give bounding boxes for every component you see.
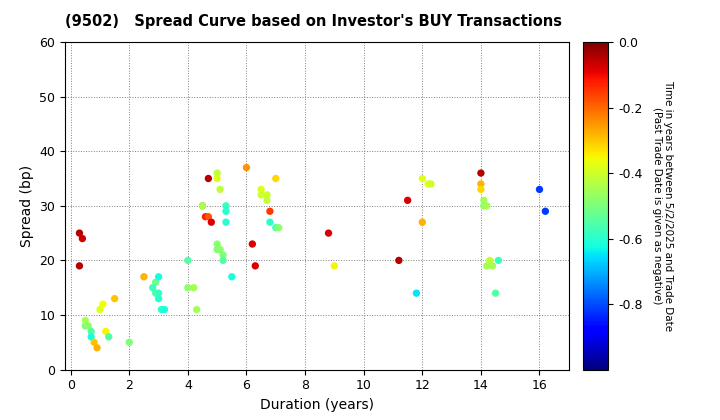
Point <box>212 246 223 253</box>
Text: Time in years between 5/2/2025 and Trade Date
(Past Trade Date is given as negat: Time in years between 5/2/2025 and Trade… <box>652 80 673 331</box>
Point <box>79 323 91 329</box>
Point <box>539 208 551 215</box>
Point <box>492 257 504 264</box>
Point <box>490 290 501 297</box>
Point <box>261 192 273 198</box>
Point <box>103 333 114 340</box>
Point <box>138 273 150 280</box>
Point <box>202 175 214 182</box>
Text: (9502)   Spread Curve based on Investor's BUY Transactions: (9502) Spread Curve based on Investor's … <box>65 14 562 29</box>
Point <box>481 262 492 269</box>
Point <box>94 306 106 313</box>
Point <box>182 284 194 291</box>
Point <box>270 224 282 231</box>
Point <box>150 290 161 297</box>
Point <box>215 246 226 253</box>
Point <box>158 306 170 313</box>
Point <box>205 219 217 226</box>
Point <box>220 208 232 215</box>
Point <box>212 241 223 247</box>
Point <box>226 273 238 280</box>
Point <box>256 186 267 193</box>
Point <box>153 295 164 302</box>
Point <box>487 262 498 269</box>
Point <box>475 170 487 176</box>
Point <box>478 202 490 209</box>
Point <box>328 262 340 269</box>
Point <box>250 262 261 269</box>
Point <box>323 230 334 236</box>
Point <box>212 175 223 182</box>
Point <box>417 219 428 226</box>
Point <box>393 257 405 264</box>
Point <box>264 208 276 215</box>
Point <box>402 197 413 204</box>
Point <box>220 219 232 226</box>
Point <box>124 339 135 346</box>
Point <box>240 164 252 171</box>
Point <box>478 197 490 204</box>
Point <box>100 328 112 335</box>
Point <box>89 339 100 346</box>
Y-axis label: Spread (bp): Spread (bp) <box>19 165 34 247</box>
Point <box>188 284 199 291</box>
Point <box>91 344 103 351</box>
Point <box>217 257 229 264</box>
Point <box>270 175 282 182</box>
Point <box>246 241 258 247</box>
Point <box>147 284 158 291</box>
Point <box>86 328 97 335</box>
Point <box>150 279 161 286</box>
Point <box>481 202 492 209</box>
Point <box>534 186 545 193</box>
Point <box>86 333 97 340</box>
Point <box>182 257 194 264</box>
Point <box>423 181 434 187</box>
Point <box>197 202 208 209</box>
Point <box>73 262 85 269</box>
Point <box>220 202 232 209</box>
Point <box>417 175 428 182</box>
Point <box>109 295 120 302</box>
Point <box>197 202 208 209</box>
X-axis label: Duration (years): Duration (years) <box>260 398 374 412</box>
Point <box>475 181 487 187</box>
Point <box>97 301 109 307</box>
Point <box>475 186 487 193</box>
Point <box>191 306 202 313</box>
Point <box>153 273 164 280</box>
Point <box>273 224 284 231</box>
Point <box>484 257 495 264</box>
Point <box>202 213 214 220</box>
Point <box>79 317 91 324</box>
Point <box>215 186 226 193</box>
Point <box>410 290 422 297</box>
Point <box>83 323 94 329</box>
Point <box>426 181 437 187</box>
Point <box>264 219 276 226</box>
Point <box>153 290 164 297</box>
Point <box>76 235 88 242</box>
Point <box>256 192 267 198</box>
Point <box>261 197 273 204</box>
Point <box>217 252 229 258</box>
Point <box>73 230 85 236</box>
Point <box>212 170 223 176</box>
Point <box>156 306 167 313</box>
Point <box>199 213 211 220</box>
